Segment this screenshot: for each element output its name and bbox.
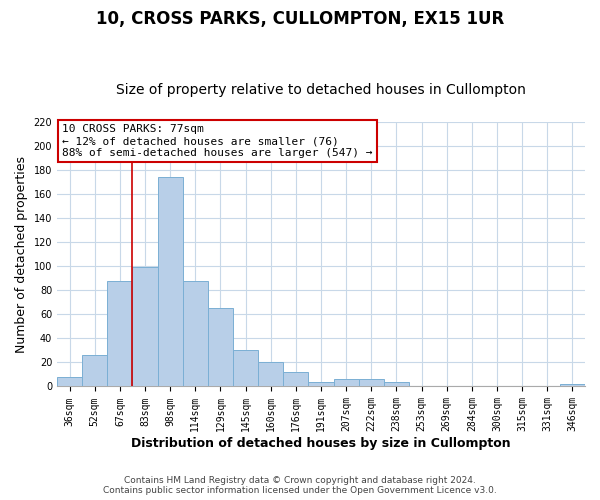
X-axis label: Distribution of detached houses by size in Cullompton: Distribution of detached houses by size …	[131, 437, 511, 450]
Bar	[82, 355, 107, 386]
Bar	[283, 372, 308, 386]
Bar	[233, 350, 258, 386]
Y-axis label: Number of detached properties: Number of detached properties	[15, 156, 28, 352]
Bar	[158, 177, 183, 386]
Title: Size of property relative to detached houses in Cullompton: Size of property relative to detached ho…	[116, 83, 526, 97]
Text: Contains HM Land Registry data © Crown copyright and database right 2024.
Contai: Contains HM Land Registry data © Crown c…	[103, 476, 497, 495]
Bar	[560, 384, 585, 386]
Bar	[308, 382, 334, 386]
Bar	[384, 382, 409, 386]
Text: 10 CROSS PARKS: 77sqm
← 12% of detached houses are smaller (76)
88% of semi-deta: 10 CROSS PARKS: 77sqm ← 12% of detached …	[62, 124, 373, 158]
Bar	[133, 268, 158, 386]
Bar	[334, 380, 359, 386]
Bar	[208, 308, 233, 386]
Text: 10, CROSS PARKS, CULLOMPTON, EX15 1UR: 10, CROSS PARKS, CULLOMPTON, EX15 1UR	[96, 10, 504, 28]
Bar	[183, 280, 208, 386]
Bar	[107, 280, 133, 386]
Bar	[258, 362, 283, 386]
Bar	[359, 380, 384, 386]
Bar	[57, 377, 82, 386]
